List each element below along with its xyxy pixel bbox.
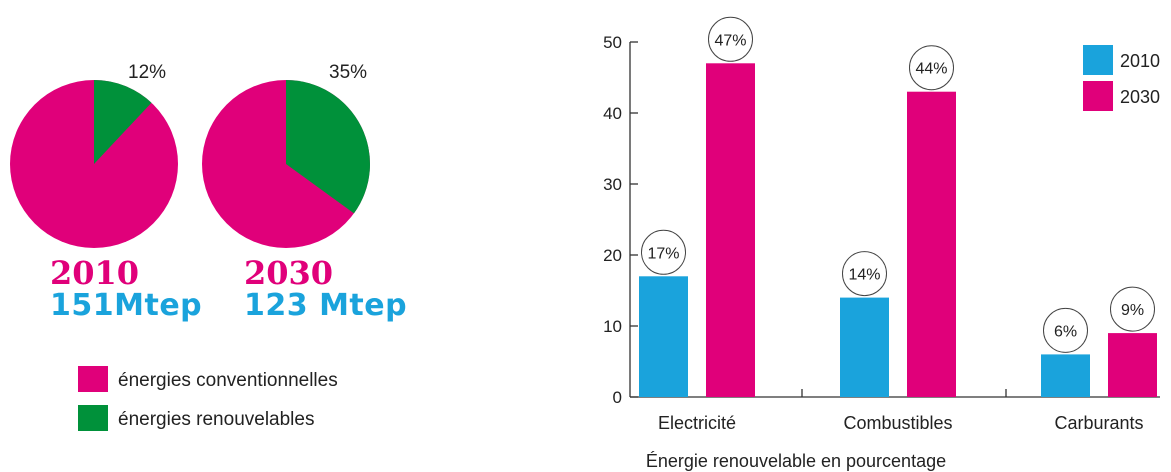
legend-swatch-conventional	[78, 366, 108, 392]
data-label-circle	[909, 45, 954, 91]
legend-label-conventional: énergies conventionnelles	[118, 370, 338, 391]
pie-2030-slice-renewable	[286, 80, 370, 214]
pie-2030-year: 2030	[244, 254, 334, 292]
y-tick-label: 50	[603, 33, 622, 52]
pie-2030-total: 123 Mtep	[244, 288, 408, 323]
pie-2010-total: 151Mtep	[50, 288, 203, 323]
data-label-circle	[708, 16, 753, 62]
x-tick-label: Carburants	[1054, 413, 1143, 433]
bar-2010-2	[1041, 354, 1090, 397]
legend-label-2030: 2030	[1120, 87, 1160, 107]
pie-2010-slice-renewable	[94, 80, 152, 164]
data-label-circle	[641, 229, 686, 275]
bar-2030-1	[907, 91, 956, 397]
data-label: 47%	[714, 32, 746, 49]
data-label: 17%	[647, 245, 679, 262]
legend-swatch-renewable	[78, 405, 108, 431]
data-label: 14%	[848, 267, 880, 284]
y-tick-label: 40	[603, 104, 622, 123]
legend-swatch-2030	[1083, 81, 1113, 111]
data-label: 9%	[1121, 302, 1144, 319]
data-label-circle	[1043, 307, 1088, 353]
legend-label-2010: 2010	[1120, 51, 1160, 71]
data-label: 44%	[915, 61, 947, 78]
bar-2030-0	[706, 63, 755, 398]
bar-2010-1	[840, 297, 889, 397]
legend-swatch-2010	[1083, 45, 1113, 75]
x-axis-label: Énergie renouvelable en pourcentage	[646, 451, 946, 471]
bar-2010-0	[639, 276, 688, 397]
y-tick-label: 0	[613, 388, 622, 407]
y-tick-label: 20	[603, 246, 622, 265]
data-label-circle	[1110, 286, 1155, 332]
y-tick-label: 10	[603, 317, 622, 336]
legend-label-renewable: énergies renouvelables	[118, 409, 315, 430]
pie-2010-renewable-percent: 12%	[128, 62, 167, 83]
bar-2030-2	[1108, 333, 1157, 397]
x-tick-label: Electricité	[658, 413, 736, 433]
data-label-circle	[842, 251, 887, 297]
x-tick-label: Combustibles	[843, 413, 952, 433]
pie-2030-renewable-percent: 35%	[329, 62, 368, 83]
y-tick-label: 30	[603, 175, 622, 194]
pie-2010-year: 2010	[50, 254, 140, 292]
data-label: 6%	[1054, 323, 1077, 340]
